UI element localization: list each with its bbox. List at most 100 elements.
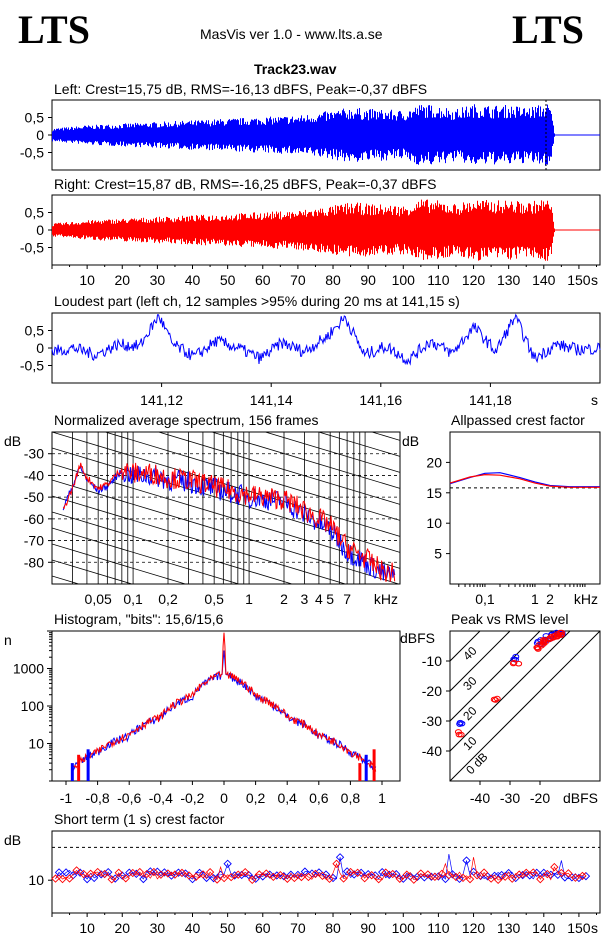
histogram-title: Histogram, "bits": 15,6/15,6 [54, 611, 224, 627]
peak-rms-title: Peak vs RMS level [451, 611, 569, 627]
spectrum-slope-line [263, 432, 400, 473]
loudest-part-xunit: s [591, 392, 598, 408]
peak-rms-diagonal [450, 631, 600, 781]
loudest-part-xtick-label: 141,14 [250, 392, 293, 408]
short-crest-point-right [226, 872, 236, 882]
right-waveform-group [52, 199, 600, 261]
spectrum-xtick-label: 1 [245, 591, 253, 607]
histogram-xtick-label: 0,6 [309, 790, 329, 806]
left-waveform-ytick-label: -0,5 [20, 145, 44, 161]
spectrum-slope-line [317, 432, 400, 457]
spectrum-slope-line [52, 447, 400, 553]
left-waveform-signal [52, 104, 555, 166]
app-title: MasVis ver 1.0 - www.lts.a.se [200, 26, 383, 42]
right-waveform-xtick-label: 30 [150, 272, 166, 288]
allpassed-ytick-label: 10 [426, 515, 442, 531]
loudest-part-ytick-label: 0 [36, 340, 44, 356]
short-crest-point-right [311, 869, 320, 879]
histogram-ytick-label: 10 [28, 736, 44, 752]
spectrum-slope-line [52, 479, 400, 584]
peak-rms-xtick-label: -30 [500, 790, 520, 806]
peak-rms-point-right [491, 697, 499, 703]
loudest-part-ytick-label: 0,5 [25, 323, 45, 339]
histogram-series-right [71, 632, 377, 775]
right-waveform-xtick-label: 10 [79, 272, 95, 288]
peak-rms-diagonal [450, 631, 481, 662]
allpassed-ytick-label: 5 [434, 546, 442, 562]
spectrum-xtick-label: 0,1 [123, 591, 143, 607]
short-crest-point-right [114, 868, 123, 877]
histogram-xtick-label: 0 [220, 790, 228, 806]
short-crest-point-right [269, 872, 278, 882]
spectrum-ylabel: dB [4, 433, 21, 449]
short-crest-xtick-label: 30 [150, 920, 166, 936]
histogram-xtick-label: -0,4 [149, 790, 173, 806]
short-crest-point-right [451, 872, 461, 882]
peak-rms-point-left [456, 719, 464, 726]
short-crest-point-right [543, 869, 552, 879]
spectrum-slope-line [52, 559, 134, 584]
spectrum-ytick-label: -30 [24, 446, 44, 462]
short-crest-point-right [191, 872, 201, 882]
right-waveform-ytick-label: 0,5 [25, 205, 45, 221]
spectrum-ytick-label: -60 [24, 511, 44, 527]
peak-rms-point-right [539, 639, 547, 646]
histogram-series-left [71, 650, 377, 771]
spectrum-xtick-label: 2 [280, 591, 288, 607]
short-crest-xtick-label: 140 [532, 920, 556, 936]
peak-rms-point-right [558, 629, 566, 636]
peak-rms-point-right [557, 631, 565, 638]
left-waveform-group [52, 104, 600, 166]
peak-rms-diagonal [450, 631, 571, 752]
short-crest-xtick-label: 70 [290, 920, 306, 936]
loudest-part-ytick-label: -0,5 [20, 358, 44, 374]
allpassed-xtick-label: 0,1 [475, 591, 495, 607]
loudest-part-xtick-label: 141,12 [140, 392, 183, 408]
short-crest-point-right [163, 869, 173, 878]
loudest-part-xtick-label: 141,18 [469, 392, 512, 408]
histogram-ylabel: n [4, 632, 12, 648]
allpassed-ytick-label: 15 [426, 485, 442, 501]
peak-rms-diagonals [450, 631, 600, 781]
loudest-part-series [51, 313, 601, 366]
histogram-xtick-label: -1 [60, 790, 73, 806]
spectrum-xtick-label: 0,2 [158, 591, 178, 607]
right-waveform-xtick-label: 130 [497, 272, 521, 288]
right-waveform-xtick-label: 120 [462, 272, 486, 288]
spectrum-slope-line [52, 432, 400, 537]
spectrum-ytick-label: -80 [24, 554, 44, 570]
short-crest-point-right [536, 874, 545, 884]
short-crest-point-left [497, 870, 506, 880]
short-crest-xtick-label: 100 [392, 920, 416, 936]
right-waveform-xtick-label: 50 [220, 272, 236, 288]
short-crest-point-right [437, 869, 447, 878]
short-crest-point-right [346, 867, 355, 877]
peak-rms-ytick-label: -20 [422, 683, 442, 699]
short-crest-point-left [104, 867, 113, 877]
allpassed-ylabel: dB [402, 433, 419, 449]
short-crest-point-left [300, 867, 310, 876]
allpassed-ytick-label: 20 [426, 454, 442, 470]
short-crest-point-right [493, 875, 503, 885]
short-crest-point-left [265, 870, 274, 879]
peak-rms-diagonal [450, 631, 541, 722]
short-crest-xtick-label: 150 [567, 920, 591, 936]
peak-rms-ytick-label: -30 [422, 713, 442, 729]
short-crest-point-right [353, 868, 362, 877]
short-crest-xtick-label: 10 [79, 920, 95, 936]
short-crest-point-right [276, 871, 285, 880]
short-crest-point-right [121, 874, 130, 883]
spectrum-xtick-label: 3 [301, 591, 309, 607]
spectrum-title: Normalized average spectrum, 156 frames [54, 412, 319, 428]
loudest-part-title: Loudest part (left ch, 12 samples >95% d… [54, 293, 460, 309]
allpassed-xunit: kHz [574, 591, 598, 607]
right-waveform-xtick-label: 60 [255, 272, 271, 288]
short-crest-point-left [553, 870, 563, 879]
left-waveform-ytick-label: 0,5 [25, 110, 45, 126]
logo-left: LTS [18, 7, 90, 52]
left-waveform-ytick-label: 0 [36, 127, 44, 143]
histogram-xtick-label: -0,2 [180, 790, 204, 806]
spectrum-xunit: kHz [374, 591, 398, 607]
short-crest-point-right [571, 873, 580, 882]
peak-rms-point-right [515, 660, 523, 667]
